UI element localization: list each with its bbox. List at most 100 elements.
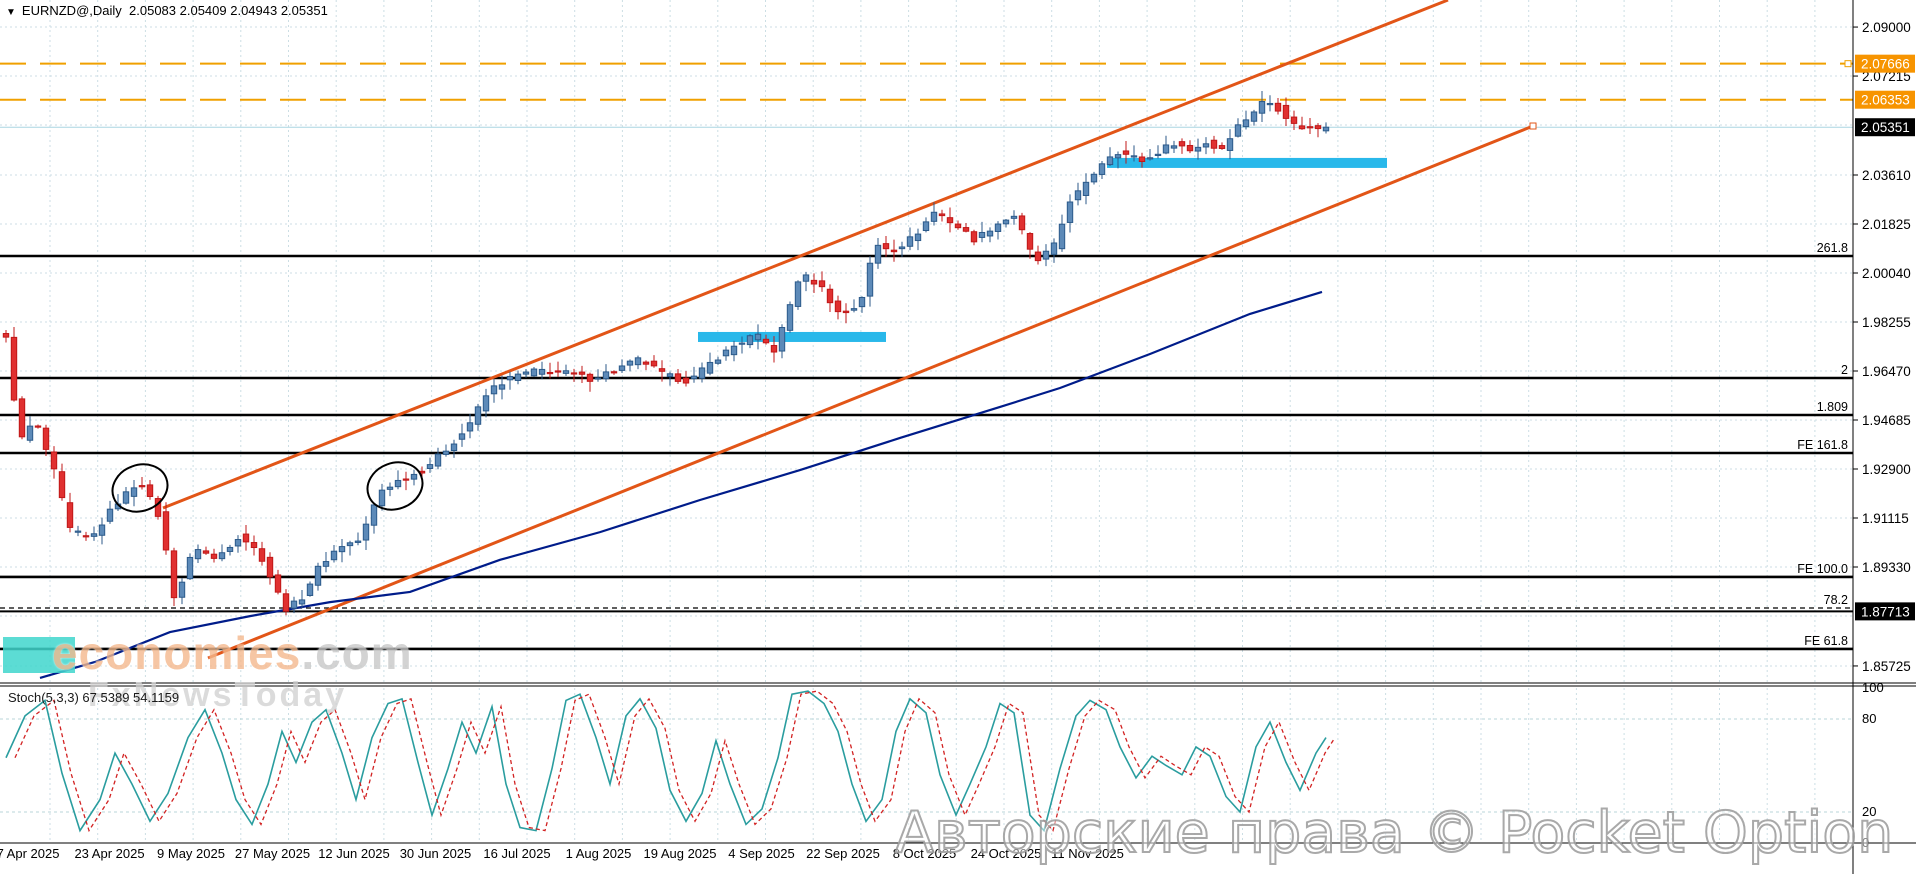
- candle: [834, 295, 842, 320]
- date-axis-label: 4 Sep 2025: [728, 846, 795, 861]
- price-badge-label: 2.07666: [1861, 57, 1910, 72]
- candle: [42, 424, 50, 456]
- candle: [642, 360, 650, 371]
- price-axis-label: 2.01825: [1862, 217, 1911, 232]
- date-axis-label: 11 Nov 2025: [1051, 846, 1124, 861]
- candle: [218, 544, 226, 562]
- candle: [1322, 122, 1330, 134]
- candle: [1194, 138, 1202, 160]
- candle: [1202, 137, 1210, 155]
- trendline-end-handle: [1529, 122, 1537, 130]
- candle: [1034, 245, 1042, 265]
- candle: [1218, 142, 1226, 150]
- price-axis-label: 1.85725: [1862, 659, 1911, 674]
- candle: [1258, 90, 1266, 122]
- candle: [754, 324, 762, 350]
- channel-trendline-lower: [207, 124, 1534, 660]
- candle: [1186, 140, 1194, 154]
- candle: [354, 532, 362, 546]
- candle: [818, 271, 826, 292]
- price-badge-black: [1855, 118, 1915, 137]
- candle: [1210, 135, 1218, 154]
- fib-level-label: FE 61.8: [1804, 634, 1848, 648]
- date-axis-label: 1 Aug 2025: [566, 846, 632, 861]
- candle: [50, 446, 58, 479]
- candle: [842, 303, 850, 324]
- candle: [1010, 210, 1018, 225]
- candle: [1018, 212, 1026, 235]
- candle: [618, 359, 626, 374]
- date-axis-label: 7 Apr 2025: [0, 846, 59, 861]
- candle: [170, 547, 178, 606]
- candle: [346, 540, 354, 556]
- candle: [234, 535, 242, 553]
- candle: [1074, 182, 1082, 206]
- date-axis-label: 9 May 2025: [157, 846, 225, 861]
- candle: [946, 207, 954, 233]
- stoch-scale-label: 0: [1862, 835, 1869, 850]
- candle: [978, 221, 986, 243]
- economies-logo-text: economies: [52, 627, 302, 679]
- candle: [1314, 123, 1322, 138]
- candle: [898, 241, 906, 257]
- candle: [1178, 138, 1186, 154]
- candle: [450, 439, 458, 458]
- moving-average-line: [39, 290, 1323, 679]
- candle: [90, 526, 98, 541]
- candle: [890, 239, 898, 262]
- candle: [1266, 95, 1274, 112]
- ellipse-annotation: [111, 463, 169, 513]
- candle: [690, 366, 698, 383]
- price-axis-label: 2.07215: [1862, 69, 1911, 84]
- candle: [578, 365, 586, 384]
- candle: [74, 525, 82, 537]
- candle: [1290, 110, 1298, 130]
- candle: [1282, 97, 1290, 126]
- symbol-dropdown-icon[interactable]: ▼: [6, 7, 16, 18]
- candle: [914, 228, 922, 251]
- candle: [714, 356, 722, 365]
- candle: [930, 202, 938, 226]
- candle: [586, 372, 594, 392]
- candle: [298, 589, 306, 609]
- price-axis-label: 1.91115: [1862, 511, 1909, 526]
- candle: [1306, 118, 1314, 134]
- candle: [962, 223, 970, 233]
- candle: [610, 370, 618, 375]
- candle: [290, 596, 298, 614]
- candle: [466, 414, 474, 439]
- candle: [626, 359, 634, 372]
- candle: [746, 334, 754, 349]
- stoch-indicator-label: Stoch(5,3,3) 67.5389 54.1159: [8, 690, 180, 705]
- candle: [1090, 171, 1098, 185]
- candle: [850, 299, 858, 313]
- candle: [594, 369, 602, 382]
- candle: [522, 368, 530, 378]
- line-end-handle: [1844, 60, 1852, 68]
- candle: [58, 463, 66, 501]
- price-axis-label: 2.00040: [1862, 266, 1911, 281]
- candle: [210, 548, 218, 563]
- stoch-main-line: [5, 690, 1327, 833]
- candle: [994, 221, 1002, 240]
- fxnewstoday-watermark: FxNewsToday: [88, 676, 348, 714]
- candle: [866, 256, 874, 307]
- candle: [426, 457, 434, 473]
- channel-trendline-upper: [162, 0, 1449, 510]
- fib-level-label: 78.2: [1824, 593, 1848, 607]
- candle: [1234, 118, 1242, 138]
- candle: [514, 370, 522, 385]
- date-axis-label: 12 Jun 2025: [318, 846, 390, 861]
- candle: [1082, 173, 1090, 205]
- chart-title: ▼ EURNZD@,Daily 2.05083 2.05409 2.04943 2…: [6, 3, 328, 18]
- candle: [154, 495, 162, 520]
- candle: [122, 486, 130, 505]
- candle: [306, 581, 314, 597]
- candle: [546, 362, 554, 379]
- fib-level-label: 2: [1841, 363, 1848, 377]
- candle: [330, 544, 338, 563]
- candle: [658, 360, 666, 382]
- date-axis-label: 16 Jul 2025: [483, 846, 550, 861]
- candle: [698, 362, 706, 383]
